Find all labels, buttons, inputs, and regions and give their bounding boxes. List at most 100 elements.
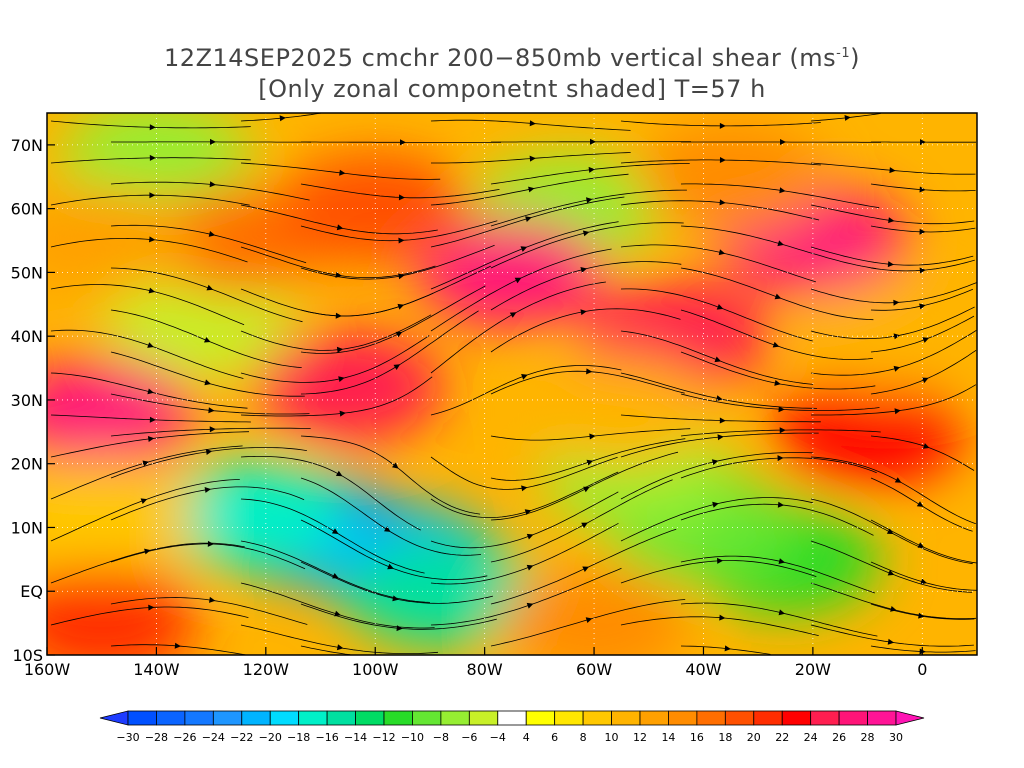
streamline-arrow: [918, 612, 925, 619]
streamline-arrow: [894, 477, 902, 483]
streamline-arrow: [529, 155, 536, 162]
colorbar-label: 4: [523, 731, 530, 744]
colorbar-box: [184, 710, 214, 726]
streamline-arrow: [520, 246, 528, 252]
streamline-arrow: [589, 433, 596, 440]
colorbar-box: [326, 710, 356, 726]
colorbar-box: [582, 710, 612, 726]
streamline-arrow: [711, 459, 719, 466]
chart-title-line1: 12Z14SEP2025 cmchr 200−850mb vertical sh…: [0, 44, 1024, 72]
streamline-arrow: [521, 485, 528, 492]
shear-region: [47, 568, 197, 655]
colorbar-label: −10: [401, 731, 424, 744]
streamline-arrow: [893, 333, 901, 340]
colorbar-box: [554, 710, 584, 726]
streamline-arrow: [919, 186, 926, 193]
streamline-arrow: [384, 526, 391, 532]
colorbar-label: 16: [690, 731, 704, 744]
streamline-arrow: [392, 595, 399, 602]
streamline-arrow: [279, 115, 286, 122]
colorbar-label: 6: [551, 731, 558, 744]
lat-tick-label: EQ: [20, 582, 43, 601]
streamline-arrow: [887, 569, 895, 576]
streamline-arrow: [514, 277, 522, 284]
colorbar-label: 28: [861, 731, 875, 744]
streamline-arrow: [717, 434, 724, 441]
colorbar-label: 20: [747, 731, 761, 744]
streamline-arrow: [718, 249, 726, 256]
shear-region: [105, 268, 296, 379]
colorbar-label: 18: [718, 731, 732, 744]
colorbar-label: −12: [372, 731, 395, 744]
streamline-arrow: [724, 645, 731, 652]
colorbar-box: [867, 710, 897, 726]
colorbar-box: [298, 710, 328, 726]
streamline-arrow: [140, 498, 148, 504]
streamline-arrow: [716, 304, 724, 310]
colorbar-label: 10: [605, 731, 619, 744]
streamline-arrow: [582, 230, 590, 237]
streamline-arrow: [509, 312, 517, 318]
streamline-arrow: [777, 240, 784, 247]
shear-region: [47, 459, 197, 570]
colorbar-label: −4: [490, 731, 506, 744]
colorbar: −30 −28 −26 −24 −22 −20 −18 −16 −14 −12 −10 −8 −6 −4 4…: [99, 710, 925, 744]
streamline-arrow: [919, 228, 926, 235]
streamline-arrow: [719, 157, 726, 163]
shear-region: [252, 332, 443, 443]
streamline-arrow: [208, 231, 216, 237]
title-end: ): [850, 44, 860, 72]
streamline-arrow: [148, 604, 155, 611]
shear-region: [772, 376, 963, 487]
lat-tick-label: 30N: [11, 391, 43, 410]
colorbar-box: [212, 710, 243, 726]
streamline-arrow: [526, 533, 534, 540]
colorbar-box: [468, 710, 499, 726]
chart-title-line2: [Only zonal componetnt shaded] T=57 h: [258, 75, 766, 103]
streamline-arrow: [398, 194, 405, 201]
streamline-arrow: [714, 356, 722, 363]
shear-region: [47, 357, 197, 468]
streamline-arrow: [923, 443, 930, 449]
shear-region: [526, 357, 717, 468]
streamline-arrow: [588, 166, 595, 173]
colorbar-label: −20: [259, 731, 282, 744]
streamline-arrow: [144, 548, 151, 555]
streamline-arrow: [712, 501, 719, 508]
colorbar-box: [611, 710, 641, 726]
streamline-arrow: [583, 486, 590, 493]
lon-tick-label: 140W: [133, 660, 180, 679]
streamline-arrow: [525, 216, 532, 222]
colorbar-label: 30: [889, 731, 903, 744]
streamline-arrow: [778, 558, 786, 564]
streamline-arrow: [205, 449, 213, 455]
streamline-arrow: [919, 267, 926, 274]
streamline-arrow: [919, 303, 926, 310]
colorbar-label: 26: [832, 731, 846, 744]
streamline-arrow: [208, 407, 215, 414]
streamline-arrow: [398, 237, 405, 244]
lat-tick-label: 40N: [11, 327, 43, 346]
colorbar-max-arrow: [895, 710, 925, 726]
streamline-arrow: [147, 436, 155, 442]
lat-tick-label: 60N: [11, 200, 43, 219]
streamline-arrow: [206, 284, 214, 291]
colorbar-box: [753, 710, 783, 726]
colorbar-box: [668, 710, 698, 726]
colorbar-box: [383, 710, 413, 726]
streamline: [300, 645, 351, 655]
streamline-arrow: [335, 470, 343, 477]
streamline-arrow: [528, 186, 535, 193]
colorbar-label: 22: [775, 731, 789, 744]
streamline-arrow: [778, 609, 786, 616]
streamline-arrow: [717, 557, 724, 564]
shear-region: [159, 459, 350, 570]
colorbar-label: −18: [287, 731, 310, 744]
streamline-arrow: [529, 120, 536, 127]
shear-region: [799, 281, 977, 392]
colorbar-box: [497, 710, 527, 726]
lon-tick-label: 80W: [467, 660, 503, 679]
streamline-arrow: [209, 596, 216, 603]
streamline-arrow: [209, 181, 216, 188]
colorbar-label: −6: [461, 731, 477, 744]
